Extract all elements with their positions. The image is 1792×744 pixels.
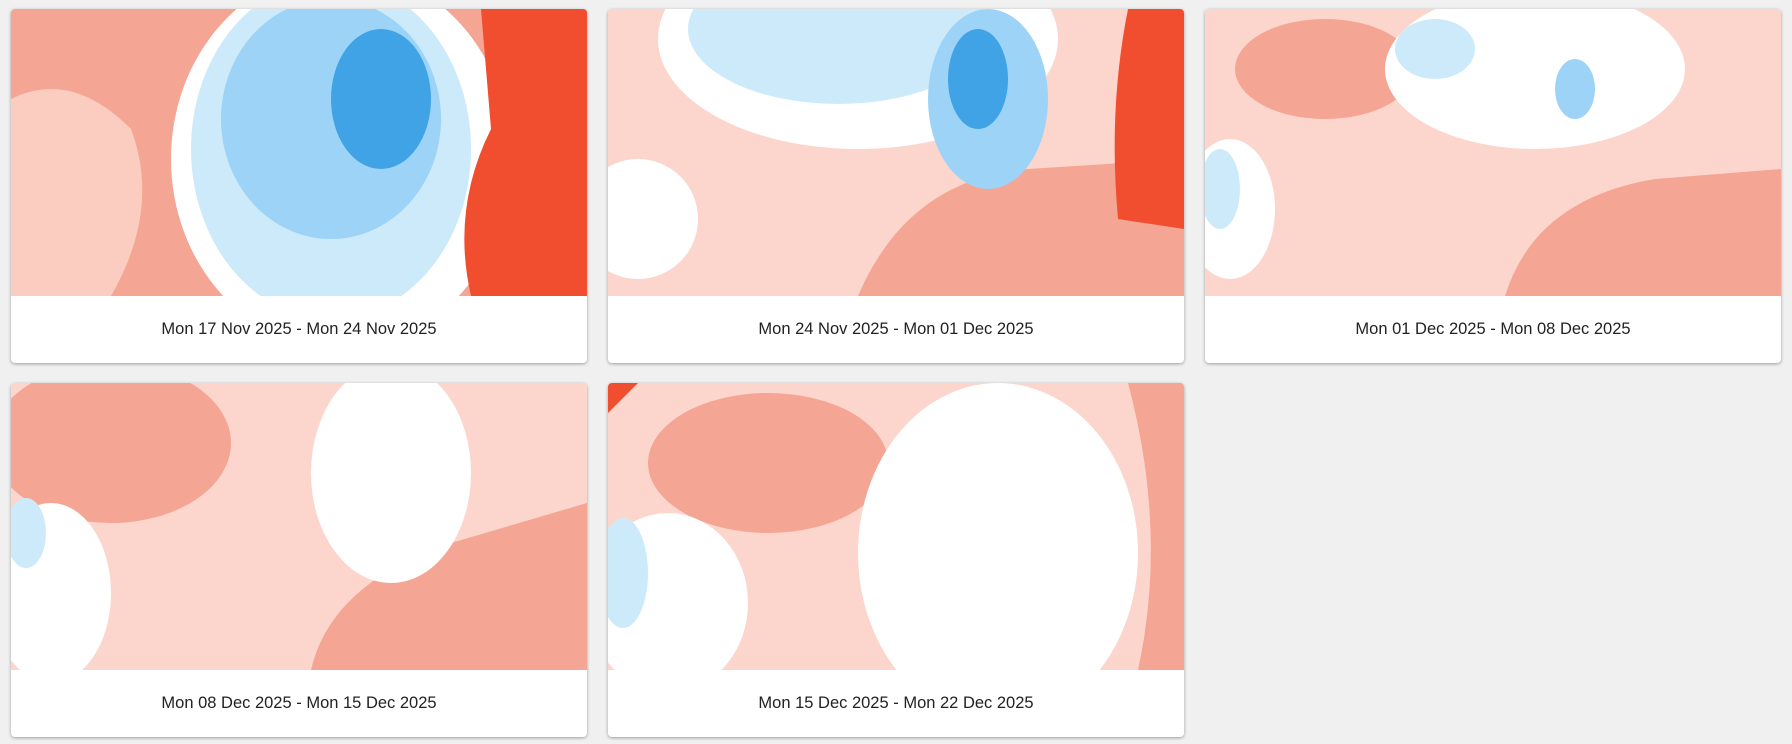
forecast-card-4[interactable]: Mon 08 Dec 2025 - Mon 15 Dec 2025 bbox=[11, 383, 587, 737]
forecast-card-5[interactable]: Mon 15 Dec 2025 - Mon 22 Dec 2025 bbox=[608, 383, 1184, 737]
anomaly-map bbox=[1205, 9, 1781, 296]
anomaly-map bbox=[11, 383, 587, 670]
date-range-label: Mon 24 Nov 2025 - Mon 01 Dec 2025 bbox=[758, 320, 1034, 338]
date-range-label: Mon 01 Dec 2025 - Mon 08 Dec 2025 bbox=[1355, 320, 1631, 338]
anomaly-map bbox=[11, 9, 587, 296]
forecast-card-2[interactable]: Mon 24 Nov 2025 - Mon 01 Dec 2025 bbox=[608, 9, 1184, 363]
date-range-label: Mon 17 Nov 2025 - Mon 24 Nov 2025 bbox=[161, 320, 437, 338]
forecast-card-1[interactable]: Mon 17 Nov 2025 - Mon 24 Nov 2025 bbox=[11, 9, 587, 363]
date-range-label: Mon 08 Dec 2025 - Mon 15 Dec 2025 bbox=[161, 694, 437, 712]
anomaly-map bbox=[608, 383, 1184, 670]
anomaly-map bbox=[608, 9, 1184, 296]
forecast-card-3[interactable]: Mon 01 Dec 2025 - Mon 08 Dec 2025 bbox=[1205, 9, 1781, 363]
date-range-label: Mon 15 Dec 2025 - Mon 22 Dec 2025 bbox=[758, 694, 1034, 712]
